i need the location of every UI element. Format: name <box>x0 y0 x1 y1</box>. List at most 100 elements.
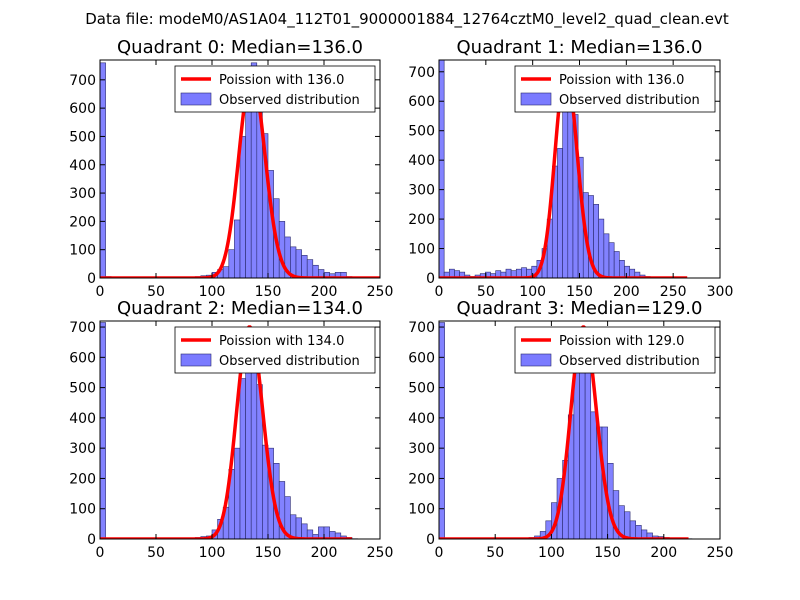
x-tick-label: 100 <box>519 284 546 300</box>
histogram-bar <box>234 219 241 278</box>
subplot-quadrant-1: 0 50 100 150 200 250 300 0 100 200 300 400 500 600 700… <box>408 37 733 300</box>
legend: Poission with 134.0 Observed distribution <box>174 326 376 374</box>
histogram-bar <box>100 62 106 278</box>
y-tick-label: 200 <box>69 471 96 487</box>
axes-frame <box>438 320 721 540</box>
histogram-bar <box>234 447 241 539</box>
y-tick-label: 100 <box>69 243 96 259</box>
x-tick-label: 150 <box>255 284 282 300</box>
y-tick-label: 300 <box>69 441 96 457</box>
x-tick-label: 100 <box>199 545 226 561</box>
x-tick-label: 0 <box>435 284 444 300</box>
y-tick-label: 0 <box>87 532 96 548</box>
histogram-bar <box>590 411 597 539</box>
plot-content <box>439 60 689 278</box>
y-tick-label: 600 <box>69 350 96 366</box>
x-tick-label: 250 <box>367 545 394 561</box>
histogram-bar <box>635 525 642 539</box>
x-tick-label: 200 <box>650 545 677 561</box>
y-tick-label: 0 <box>426 532 435 548</box>
histogram-bar <box>222 266 230 278</box>
y-tick-label: 500 <box>69 381 96 397</box>
x-tick-label: 200 <box>613 284 640 300</box>
histogram-bar <box>624 511 631 539</box>
y-tick-label: 700 <box>69 320 96 336</box>
x-tick-label: 50 <box>147 284 165 300</box>
y-tick-label: 700 <box>69 73 96 89</box>
histogram-bar <box>608 242 615 278</box>
y-tick-label: 100 <box>408 502 435 518</box>
plot-content <box>100 62 380 278</box>
legend-histogram-swatch <box>520 92 552 106</box>
legend-poisson-label: Poission with 129.0 <box>559 334 684 349</box>
histogram-bar <box>100 322 106 539</box>
x-tick-label: 150 <box>255 545 282 561</box>
x-tick-label: 100 <box>538 545 565 561</box>
x-tick-label: 150 <box>566 284 593 300</box>
y-tick-label: 200 <box>408 471 435 487</box>
histogram-bar <box>301 255 308 278</box>
figure-suptitle: Data file: modeM0/AS1A04_112T01_90000018… <box>85 10 729 29</box>
legend-histogram-label: Observed distribution <box>219 354 360 369</box>
y-tick-label: 0 <box>426 271 435 287</box>
legend-histogram-swatch <box>180 353 212 367</box>
x-tick-label: 0 <box>96 545 105 561</box>
histogram-bar <box>624 265 630 278</box>
histogram-bar <box>584 357 592 539</box>
x-tick-label: 0 <box>96 284 105 300</box>
histogram-bar <box>340 272 347 278</box>
subplots: 0 50 100 150 200 250 0 100 200 300 400 500 600 700 Qua… <box>69 37 733 561</box>
histogram-bar <box>245 102 252 278</box>
legend: Poission with 129.0 Observed distribution <box>514 326 716 374</box>
y-tick-label: 400 <box>408 411 435 427</box>
subplot-title: Quadrant 2: Median=134.0 <box>117 298 363 319</box>
x-tick-label: 200 <box>311 545 338 561</box>
y-tick-label: 400 <box>408 153 435 169</box>
y-tick-label: 300 <box>408 441 435 457</box>
histogram-bar <box>239 136 246 278</box>
histogram-bar <box>306 259 314 278</box>
histogram-bar <box>603 233 610 278</box>
axes-frame <box>99 59 381 279</box>
histogram-bar <box>619 260 625 278</box>
histogram-bar <box>598 218 605 278</box>
y-tick-label: 700 <box>408 65 435 81</box>
axes-frame <box>99 320 381 540</box>
y-tick-label: 100 <box>69 502 96 518</box>
legend-histogram-label: Observed distribution <box>559 354 700 369</box>
y-tick-label: 300 <box>408 183 435 199</box>
y-tick-label: 600 <box>69 101 96 117</box>
histogram-bar <box>312 264 319 278</box>
legend-histogram-swatch <box>180 92 212 106</box>
x-tick-label: 200 <box>311 284 338 300</box>
x-tick-label: 150 <box>594 545 621 561</box>
x-tick-label: 100 <box>199 284 226 300</box>
histogram-bar <box>629 520 637 539</box>
poisson-curve <box>100 73 380 278</box>
subplot-title: Quadrant 3: Median=129.0 <box>457 298 703 319</box>
y-tick-label: 100 <box>408 242 435 258</box>
legend-poisson-label: Poission with 134.0 <box>219 334 344 349</box>
y-tick-label: 200 <box>408 212 435 228</box>
legend-box <box>174 326 376 374</box>
y-tick-label: 600 <box>408 94 435 110</box>
histogram-bar <box>295 249 302 278</box>
histogram-bar <box>573 366 580 539</box>
plot-content <box>100 322 358 539</box>
y-tick-label: 500 <box>408 124 435 140</box>
y-tick-label: 500 <box>69 129 96 145</box>
histogram-bar <box>228 249 235 278</box>
y-tick-label: 200 <box>69 214 96 230</box>
histogram-bar <box>245 344 252 539</box>
subplot-quadrant-3: 0 50 100 150 200 250 0 100 200 300 400 500 600 700 Qua… <box>408 298 733 561</box>
y-tick-label: 400 <box>69 158 96 174</box>
subplot-quadrant-0: 0 50 100 150 200 250 0 100 200 300 400 500 600 700 Qua… <box>69 37 393 300</box>
histogram-bar <box>439 322 445 539</box>
subplot-title: Quadrant 0: Median=136.0 <box>117 37 363 58</box>
y-tick-label: 600 <box>408 350 435 366</box>
legend-histogram-label: Observed distribution <box>219 93 360 108</box>
x-tick-label: 250 <box>660 284 687 300</box>
legend: Poission with 136.0 Observed distribution <box>514 65 716 113</box>
legend-histogram-label: Observed distribution <box>559 93 700 108</box>
